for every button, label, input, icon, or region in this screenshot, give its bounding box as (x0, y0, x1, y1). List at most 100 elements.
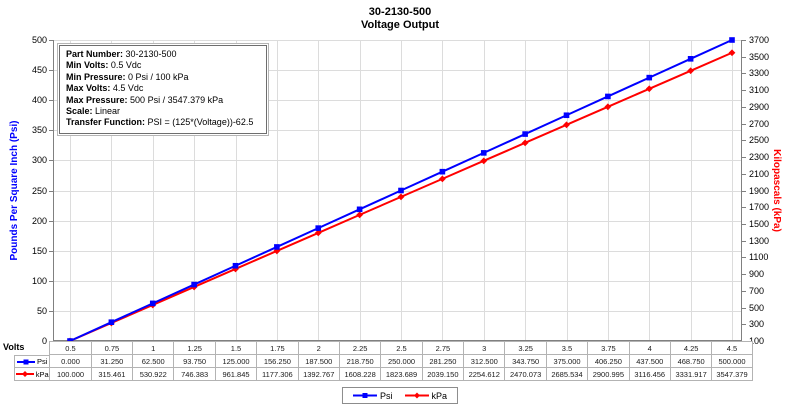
table-value-cell-kpa: 2900.995 (587, 368, 629, 381)
x-tick-cell: 4.5 (711, 341, 753, 355)
right-axis-tick-label: 300 (749, 319, 765, 330)
left-axis-tick-label: 150 (31, 245, 47, 256)
table-value-cell-kpa: 1823.689 (380, 368, 422, 381)
info-row-label: Min Pressure: (66, 71, 126, 82)
table-value-cell-kpa: 3116.456 (628, 368, 670, 381)
info-row-value: 0.5 Vdc (108, 60, 142, 71)
info-box-content: Part Number: 30-2130-500 Min Volts: 0.5 V… (59, 45, 267, 134)
info-row-value: 4.5 Vdc (110, 83, 144, 94)
x-tick-cell: 1.25 (173, 341, 215, 355)
table-value-cell-psi: 187.500 (297, 355, 339, 368)
chart-title: 30-2130-500 Voltage Output (0, 6, 800, 32)
info-row-label: Scale: (66, 106, 93, 117)
left-axis-tick-label: 350 (31, 125, 47, 136)
info-row: Scale: Linear (66, 106, 260, 117)
right-axis-tick-label: 2300 (749, 152, 770, 163)
table-value-cell-psi: 62.500 (132, 355, 174, 368)
square-marker-psi (522, 131, 528, 137)
square-marker-psi (563, 112, 570, 119)
square-marker-psi (605, 93, 611, 100)
info-row: Max Pressure: 500 Psi / 3547.379 kPa (66, 95, 260, 106)
square-marker-psi (398, 187, 404, 194)
info-row-value: Linear (92, 106, 121, 117)
right-axis-tick-label: 3700 (749, 35, 770, 45)
diamond-marker-kpa (604, 103, 612, 111)
square-marker-psi (646, 74, 653, 81)
info-row: Part Number: 30-2130-500 (66, 49, 260, 60)
table-row-key-kpa: kPa (14, 368, 50, 381)
right-axis-tick-label: 3500 (749, 51, 770, 62)
x-tick-cell: 4.25 (669, 341, 712, 355)
left-axis-tick-label: 400 (31, 95, 47, 106)
diamond-marker-kpa (728, 49, 736, 57)
x-tick-cell: 0.75 (90, 341, 133, 355)
diamond-marker-kpa (397, 193, 405, 201)
table-value-cell-psi: 218.750 (338, 355, 381, 368)
right-axis-tick-label: 500 (749, 302, 765, 313)
diamond-marker-kpa (480, 157, 488, 165)
table-value-cell-psi: 500.000 (711, 355, 753, 368)
x-tick-cell: 3.75 (587, 341, 629, 355)
x-tick-cell: 2 (297, 341, 339, 355)
info-row-label: Max Pressure: (66, 94, 128, 105)
x-tick-cell: 0.5 (49, 341, 91, 355)
diamond-marker-kpa (356, 211, 364, 219)
right-axis-tick-label: 1100 (749, 252, 769, 263)
table-value-cell-kpa: 2039.150 (421, 368, 464, 381)
table-value-cell-psi: 93.750 (173, 355, 215, 368)
info-row: Transfer Function: PSI = (125*(Voltage))… (66, 117, 260, 128)
x-tick-cell: 1.75 (256, 341, 298, 355)
square-marker-psi (480, 150, 487, 156)
table-row-key-label: Psi (36, 357, 48, 366)
x-tick-cell: 2.75 (421, 341, 464, 355)
table-row-key-psi: Psi (14, 355, 50, 368)
table-value-cell-kpa: 1177.306 (256, 368, 298, 381)
diamond-marker-kpa (563, 121, 570, 129)
right-axis-tick-label: 700 (749, 285, 765, 296)
table-value-cell-psi: 375.000 (545, 355, 588, 368)
x-tick-cell: 3.5 (545, 341, 588, 355)
table-value-cell-kpa: 3331.917 (669, 368, 712, 381)
info-row: Min Volts: 0.5 Vdc (66, 60, 260, 71)
table-value-cell-kpa: 3547.379 (711, 368, 753, 381)
legend: Psi kPa (341, 387, 459, 404)
right-axis-tick-label: 1900 (749, 185, 770, 196)
square-marker-psi (315, 225, 322, 231)
info-row-value: 30-2130-500 (123, 49, 177, 59)
table-value-cell-psi: 125.000 (214, 355, 257, 368)
table-value-cell-kpa: 2470.073 (504, 368, 546, 381)
right-axis-tick-label: 2100 (749, 168, 770, 179)
right-axis-tick-label: 1700 (749, 202, 770, 213)
square-marker-psi (149, 300, 156, 307)
right-axis-tick-label: 900 (749, 269, 765, 280)
x-tick-cell: 3 (463, 341, 505, 355)
chart-title-subtitle: Voltage Output (360, 19, 439, 31)
right-axis-tick-label: 2900 (749, 101, 770, 112)
square-marker-psi (356, 206, 363, 213)
legend-item-label: kPa (431, 390, 448, 401)
x-axis-title: Volts (3, 342, 25, 352)
table-value-cell-kpa: 746.383 (173, 368, 215, 381)
right-axis-tick-label: 2700 (749, 118, 770, 129)
info-box: Part Number: 30-2130-500 Min Volts: 0.5 V… (57, 43, 269, 136)
x-tick-cell: 2.5 (380, 341, 422, 355)
info-row-label: Part Number: (66, 49, 124, 59)
square-key-icon-psi (16, 359, 35, 364)
left-axis-tick-label: 250 (31, 185, 47, 196)
right-axis-title: Kilopascals (kPa) (770, 148, 782, 232)
legend-item-psi: Psi (352, 391, 393, 401)
table-value-cell-kpa: 2685.534 (545, 368, 588, 381)
square-marker-psi (232, 262, 239, 269)
table-row-key-label: kPa (35, 369, 49, 379)
table-value-cell-psi: 0.000 (49, 355, 91, 368)
square-marker-psi (729, 37, 735, 43)
x-tick-cell: 3.25 (504, 341, 546, 355)
chart-title-part-number: 30-2130-500 (368, 6, 432, 18)
x-tick-cell: 1 (132, 341, 174, 355)
info-row-label: Transfer Function: (66, 117, 146, 128)
info-row: Min Pressure: 0 Psi / 100 kPa (66, 72, 260, 83)
diamond-key-icon-kpa (404, 392, 429, 399)
table-value-cell-kpa: 530.922 (132, 368, 174, 381)
square-marker-psi (439, 168, 446, 175)
table-value-cell-kpa: 1392.767 (297, 368, 339, 381)
